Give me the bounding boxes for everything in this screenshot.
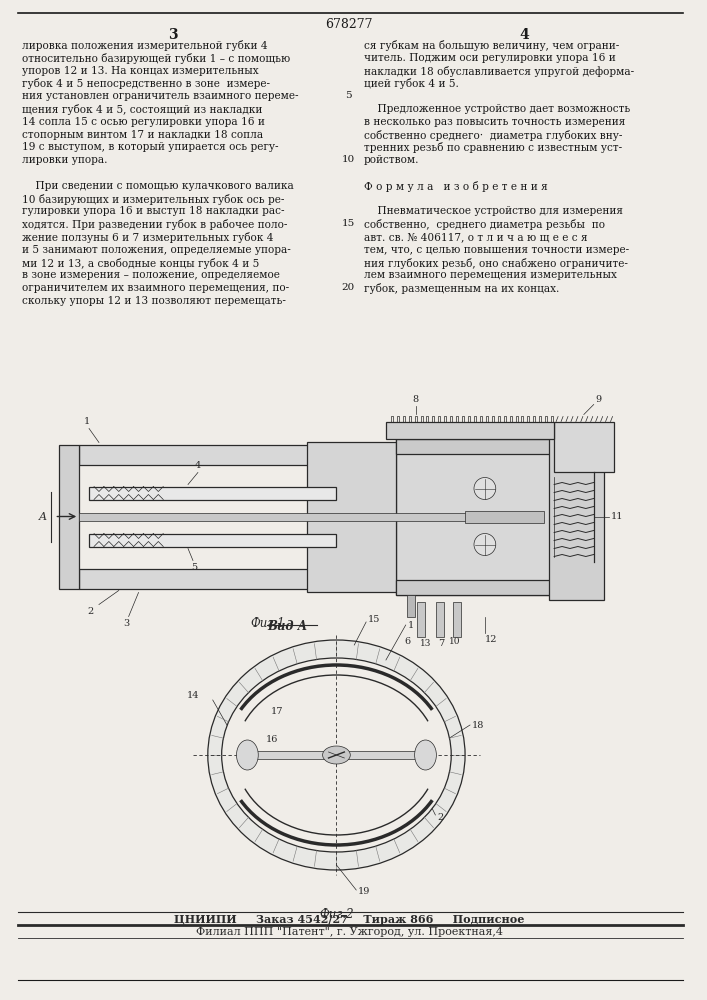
Text: 10: 10 (450, 637, 461, 646)
Ellipse shape (474, 478, 496, 499)
Bar (554, 422, 614, 472)
Bar (89, 487, 337, 499)
Bar (243, 751, 431, 759)
Text: в несколько раз повысить точность измерения: в несколько раз повысить точность измере… (364, 117, 626, 127)
Text: 15: 15 (341, 219, 355, 228)
Text: губок 4 и 5 непосредственно в зоне  измере-: губок 4 и 5 непосредственно в зоне измер… (22, 78, 270, 89)
Text: лировки упора.: лировки упора. (22, 155, 107, 165)
Text: Фиг.1: Фиг.1 (250, 617, 284, 630)
Text: 3: 3 (168, 28, 178, 42)
Text: накладки 18 обуславливается упругой деформа-: накладки 18 обуславливается упругой дефо… (364, 66, 634, 77)
Text: 1: 1 (84, 418, 90, 426)
Text: 18: 18 (472, 720, 484, 730)
Text: 8: 8 (413, 395, 419, 404)
Text: ходятся. При разведении губок в рабочее поло-: ходятся. При разведении губок в рабочее … (22, 219, 287, 230)
Text: 17: 17 (271, 706, 284, 716)
Bar (453, 601, 461, 637)
Text: 9: 9 (596, 394, 602, 403)
Bar (396, 580, 554, 594)
Text: лем взаимного перемещения измерительных: лем взаимного перемещения измерительных (364, 270, 617, 280)
Text: 678277: 678277 (325, 18, 373, 31)
Text: собственно,  среднего диаметра резьбы  по: собственно, среднего диаметра резьбы по (364, 219, 605, 230)
Bar (89, 534, 337, 546)
Bar (407, 594, 414, 616)
Text: ся губкам на большую величину, чем ограни-: ся губкам на большую величину, чем огран… (364, 40, 619, 51)
Text: Ф о р м у л а   и з о б р е т е н и я: Ф о р м у л а и з о б р е т е н и я (364, 181, 548, 192)
Text: лировка положения измерительной губки 4: лировка положения измерительной губки 4 (22, 40, 267, 51)
Text: 6: 6 (404, 637, 411, 646)
Text: 2: 2 (88, 606, 94, 615)
Ellipse shape (474, 534, 496, 556)
Text: 1: 1 (408, 620, 414, 630)
Text: тренних резьб по сравнению с известным уст-: тренних резьб по сравнению с известным у… (364, 142, 622, 153)
Text: щения губок 4 и 5, состоящий из накладки: щения губок 4 и 5, состоящий из накладки (22, 104, 262, 115)
Ellipse shape (208, 640, 465, 870)
Text: жение ползуны 6 и 7 измерительных губок 4: жение ползуны 6 и 7 измерительных губок … (22, 232, 274, 243)
Text: читель. Поджим оси регулировки упора 16 и: читель. Поджим оси регулировки упора 16 … (364, 53, 616, 63)
Bar (396, 438, 554, 454)
Text: 12: 12 (485, 635, 497, 644)
Text: цией губок 4 и 5.: цией губок 4 и 5. (364, 78, 459, 89)
Bar (386, 422, 554, 438)
Text: 11: 11 (611, 512, 623, 521)
Bar (396, 438, 554, 594)
Text: 19 с выступом, в который упирается ось регу-: 19 с выступом, в который упирается ось р… (22, 142, 279, 152)
Bar (465, 510, 544, 522)
Text: 5: 5 (191, 562, 197, 572)
Text: упоров 12 и 13. На концах измерительных: упоров 12 и 13. На концах измерительных (22, 66, 258, 76)
Text: 3: 3 (124, 618, 130, 628)
Text: ния глубоких резьб, оно снабжено ограничите-: ния глубоких резьб, оно снабжено огранич… (364, 258, 628, 269)
Text: ограничителем их взаимного перемещения, по-: ограничителем их взаимного перемещения, … (22, 283, 289, 293)
Bar (416, 601, 424, 637)
Text: Вид А: Вид А (267, 620, 308, 633)
Bar (79, 444, 327, 464)
Text: скольку упоры 12 и 13 позволяют перемещать-: скольку упоры 12 и 13 позволяют перемеща… (22, 296, 286, 306)
Ellipse shape (322, 746, 350, 764)
Text: 16: 16 (266, 736, 279, 744)
Text: 4: 4 (195, 462, 201, 471)
Text: собственно среднего·  диаметра глубоких вну-: собственно среднего· диаметра глубоких в… (364, 130, 623, 141)
Text: 2: 2 (438, 812, 443, 822)
Text: 10 базирующих и измерительных губок ось ре-: 10 базирующих и измерительных губок ось … (22, 194, 284, 205)
Bar (79, 512, 475, 520)
Text: ЦНИИПИ     Заказ 4542/27    Тираж 866     Подписное: ЦНИИПИ Заказ 4542/27 Тираж 866 Подписное (174, 914, 525, 925)
Text: 10: 10 (341, 155, 355, 164)
Bar (79, 568, 327, 588)
Bar (436, 601, 444, 637)
Text: относительно базирующей губки 1 – с помощью: относительно базирующей губки 1 – с помо… (22, 53, 290, 64)
Text: ми 12 и 13, а свободные концы губок 4 и 5: ми 12 и 13, а свободные концы губок 4 и … (22, 258, 259, 269)
Text: Фиг.2: Фиг.2 (319, 908, 354, 921)
Text: 20: 20 (341, 283, 355, 292)
Text: При сведении с помощью кулачкового валика: При сведении с помощью кулачкового валик… (22, 181, 293, 191)
Text: и 5 занимают положения, определяемые упора-: и 5 занимают положения, определяемые упо… (22, 245, 291, 255)
Text: 15: 15 (368, 615, 380, 624)
Text: Предложенное устройство дает возможность: Предложенное устройство дает возможность (364, 104, 631, 114)
Text: 4: 4 (520, 28, 530, 42)
Text: Филиал ППП "Патент", г. Ужгород, ул. Проектная,4: Филиал ППП "Патент", г. Ужгород, ул. Про… (196, 927, 503, 937)
Ellipse shape (237, 740, 258, 770)
Text: гулировки упора 16 и выступ 18 накладки рас-: гулировки упора 16 и выступ 18 накладки … (22, 206, 284, 216)
Bar (307, 442, 396, 591)
Text: авт. св. № 406117, о т л и ч а ю щ е е с я: авт. св. № 406117, о т л и ч а ю щ е е с… (364, 232, 588, 242)
Text: 13: 13 (420, 639, 431, 648)
Text: ройством.: ройством. (364, 155, 420, 165)
Ellipse shape (222, 658, 451, 852)
Text: 5: 5 (345, 91, 351, 100)
Text: ния установлен ограничитель взаимного переме-: ния установлен ограничитель взаимного пе… (22, 91, 298, 101)
Text: 7: 7 (438, 639, 445, 648)
Bar (549, 434, 604, 599)
Text: A: A (38, 512, 47, 522)
Text: тем, что, с целью повышения точности измере-: тем, что, с целью повышения точности изм… (364, 245, 629, 255)
Text: губок, размещенным на их концах.: губок, размещенным на их концах. (364, 283, 559, 294)
Text: в зоне измерения – положение, определяемое: в зоне измерения – положение, определяем… (22, 270, 280, 280)
Text: стопорным винтом 17 и накладки 18 сопла: стопорным винтом 17 и накладки 18 сопла (22, 130, 263, 140)
Ellipse shape (414, 740, 436, 770)
Text: Пневматическое устройство для измерения: Пневматическое устройство для измерения (364, 206, 623, 216)
Text: 19: 19 (358, 888, 370, 896)
Text: 14 сопла 15 с осью регулировки упора 16 и: 14 сопла 15 с осью регулировки упора 16 … (22, 117, 264, 127)
Text: 14: 14 (187, 690, 199, 700)
Bar (59, 444, 79, 588)
